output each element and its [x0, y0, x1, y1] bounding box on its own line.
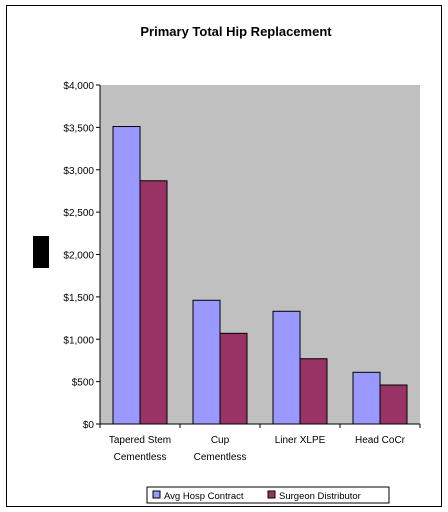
x-tick-label: Head CoCr	[355, 435, 406, 446]
y-tick-label: $3,000	[63, 166, 94, 177]
bar-avg-hosp-contract	[192, 299, 221, 425]
legend: Avg Hosp Contract Surgeon Distributor	[146, 486, 390, 504]
legend-label: Surgeon Distributor	[279, 491, 361, 502]
redaction-box	[33, 236, 49, 268]
x-tick-label: Cementless	[114, 452, 167, 463]
y-tick-label: $0	[83, 420, 95, 431]
x-tick-label: Tapered Stem	[109, 435, 171, 446]
bars	[112, 126, 408, 425]
y-tick-label: $2,000	[63, 251, 94, 262]
y-tick-label: $500	[72, 378, 95, 389]
x-tick-label: Liner XLPE	[275, 435, 326, 446]
legend-label: Avg Hosp Contract	[164, 491, 244, 502]
bar-avg-hosp-contract	[352, 371, 381, 425]
x-tick-label: Cup	[211, 435, 230, 446]
x-axis: Tapered Stem Cementless Cup Cementless Liner…	[99, 423, 421, 463]
y-tick-label: $2,500	[63, 208, 94, 219]
y-tick-label: $1,000	[63, 335, 94, 346]
legend-swatch	[267, 490, 276, 499]
y-tick-label: $1,500	[63, 293, 94, 304]
bar-surgeon-distributor	[219, 332, 248, 425]
x-tick-label: Cementless	[194, 452, 247, 463]
chart-title: Primary Total Hip Replacement	[140, 24, 332, 39]
bar-surgeon-distributor	[379, 384, 408, 425]
bar-avg-hosp-contract	[272, 310, 301, 425]
y-tick-label: $4,000	[63, 81, 94, 92]
bar-avg-hosp-contract	[112, 126, 141, 425]
y-tick-label: $3,500	[63, 123, 94, 134]
bar-surgeon-distributor	[299, 358, 328, 425]
bar-surgeon-distributor	[139, 180, 168, 425]
y-axis: $0 $500 $1,000 $1,500 $2,000 $2,500 $3,000 $3,5…	[63, 81, 101, 431]
legend-swatch	[152, 490, 161, 499]
